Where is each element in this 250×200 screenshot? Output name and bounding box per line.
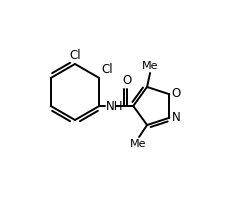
Text: Cl: Cl xyxy=(101,63,113,76)
Text: NH: NH xyxy=(106,99,124,112)
Text: N: N xyxy=(172,111,180,124)
Text: O: O xyxy=(172,87,181,100)
Text: Cl: Cl xyxy=(69,49,81,62)
Text: Me: Me xyxy=(130,139,146,149)
Text: Me: Me xyxy=(142,61,158,71)
Text: O: O xyxy=(122,74,132,88)
